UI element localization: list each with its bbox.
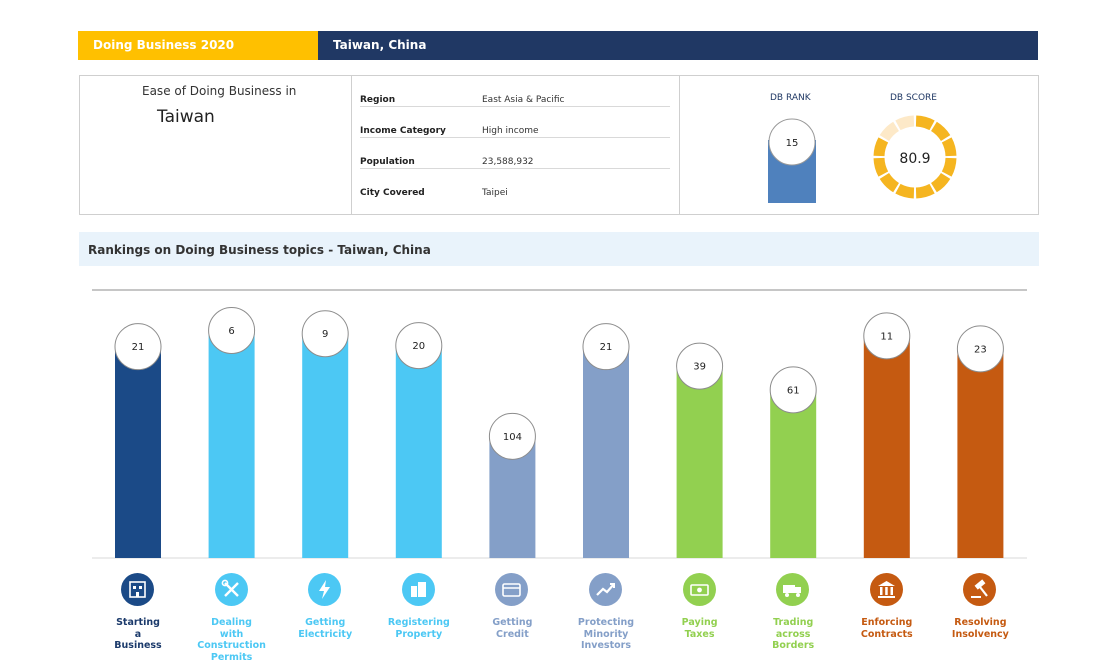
bar-value-label: 104 [503,432,522,443]
topic-rankings-chart: 21 6 9 20 104 21 39 61 11 23 [92,289,1027,559]
section-title: Rankings on Doing Business topics - Taiw… [88,243,431,257]
bar-value-label: 9 [322,329,328,340]
bar-value-bubble [956,325,1004,373]
db-score-segment [895,183,915,199]
city-icon [401,573,435,606]
bar-tools [208,330,255,558]
topic-label: Getting Electricity [298,617,353,640]
bar-city [395,345,442,558]
fact-row-income: Income Category High income [360,107,670,138]
economy-summary-panel: Ease of Doing Business in Taiwan Region … [79,75,1039,215]
bar-value-bubble [582,323,630,371]
trend-up-icon [589,573,622,606]
db-score-segment [915,183,935,199]
fact-key: Region [360,95,396,105]
db-rank-bubble [768,118,816,166]
bar-trend-up [583,346,629,558]
tools-icon [214,573,248,606]
bar-value-label: 21 [600,342,613,353]
report-title: Doing Business 2020 [78,31,318,60]
gavel-icon [963,573,997,606]
db-score-segment [873,137,889,157]
db-rank-title: DB RANK [770,93,811,103]
fact-key: City Covered [360,188,425,198]
db-score-segment [879,121,900,142]
bar-value-bubble [488,412,536,460]
fact-value: Taipei [482,188,508,198]
db-score-title: DB SCORE [890,93,937,103]
bar-value-label: 6 [228,326,234,337]
bar-value-label: 61 [787,385,800,396]
ease-country: Taiwan [157,107,215,127]
db-score-segment [941,157,957,177]
db-score-segment [873,157,889,177]
bar-value-bubble [676,342,724,390]
topic-label: Starting a Business [114,617,162,651]
bar-value-bubble [769,366,817,414]
bar-value-bubble [301,310,349,358]
bar-value-bubble [395,322,443,370]
bar-courthouse [863,335,910,558]
building-icon [121,573,154,606]
ease-panel: Ease of Doing Business in Taiwan [80,76,352,214]
bar-value-bubble [863,312,911,360]
credit-card-icon [495,573,529,606]
topic-legend: Starting a Business Dealing with Construction… [0,570,1117,670]
header-banner: Doing Business 2020 Taiwan, China [78,31,1038,60]
economy-facts-table: Region East Asia & Pacific Income Catego… [352,76,680,214]
bar-value-bubble [114,323,162,371]
lightning-icon [308,573,342,606]
bar-value-label: 21 [132,342,145,353]
fact-value: 23,588,932 [482,157,534,167]
fact-value: East Asia & Pacific [482,95,565,105]
fact-row-city: City Covered Taipei [360,169,670,200]
topic-label: Getting Credit [492,617,533,640]
db-rank-gauge: 15 [768,118,816,203]
topic-label: Trading across Borders [772,617,815,651]
db-score-segment [915,115,935,131]
section-header: Rankings on Doing Business topics - Taiw… [79,232,1039,266]
bar-value-bubble [208,306,256,354]
courthouse-icon [869,573,903,606]
topic-label: Resolving Insolvency [951,617,1009,640]
db-rank-value: 15 [786,138,799,149]
fact-row-population: Population 23,588,932 [360,138,670,169]
bar-value-label: 39 [693,362,706,373]
bar-building [115,346,161,558]
rank-score-panel: DB RANK DB SCORE 15 80.9 [680,76,1038,214]
fact-row-region: Region East Asia & Pacific [360,76,670,107]
bar-truck [770,389,817,558]
truck-icon [776,573,810,606]
ease-label: Ease of Doing Business in [142,84,297,98]
bar-lightning [302,333,349,558]
fact-value: High income [482,126,539,136]
bar-value-label: 23 [974,344,987,355]
topic-label: Enforcing Contracts [860,617,913,640]
bar-money [676,366,723,558]
db-score-segment [895,115,915,131]
money-icon [682,573,716,606]
topic-label: Dealing with Construction Permits [197,617,266,663]
bar-value-label: 11 [880,331,893,342]
db-score-donut: 80.9 [873,115,957,199]
db-score-value: 80.9 [899,151,930,167]
fact-key: Population [360,157,415,167]
topic-label: Paying Taxes [681,617,718,640]
db-score-segment [879,172,900,193]
fact-key: Income Category [360,126,446,136]
db-score-segment [941,137,957,157]
topic-label: Protecting Minority Investors [577,617,635,651]
bar-gavel [957,348,1004,558]
db-score-segment [930,172,951,193]
bar-value-label: 20 [412,341,425,352]
topic-label: Registering Property [387,617,450,640]
economy-name: Taiwan, China [318,31,1038,60]
db-score-segment [930,121,951,142]
